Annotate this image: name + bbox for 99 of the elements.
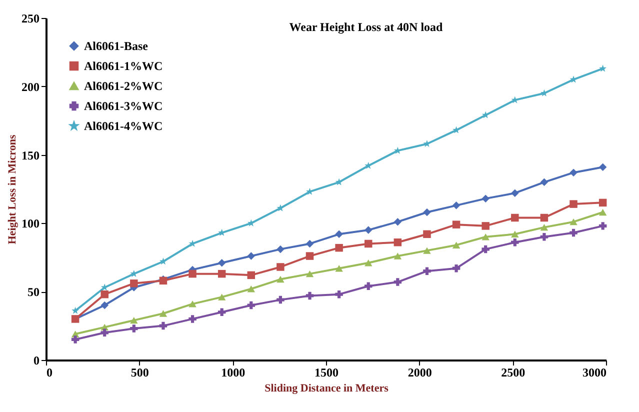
point: [247, 271, 256, 280]
legend-label: Al6061-2%WC: [84, 79, 163, 93]
point: [306, 292, 314, 300]
point: [423, 208, 431, 216]
point: [570, 200, 578, 208]
point: [276, 245, 284, 254]
y-tick-label: 250: [22, 12, 40, 26]
point: [100, 301, 108, 310]
point: [364, 226, 372, 234]
point: [540, 178, 548, 186]
point: [335, 264, 343, 272]
point: [540, 214, 548, 222]
point: [394, 252, 402, 260]
x-tick-label: 3000: [582, 366, 606, 380]
point: [218, 308, 226, 316]
chart-title: Wear Height Loss at 40N load: [289, 20, 444, 34]
point: [364, 240, 372, 248]
point: [100, 328, 108, 337]
point: [306, 240, 314, 248]
point: [452, 202, 460, 210]
x-tick-label: 0: [46, 366, 52, 380]
y-tick-label: 0: [34, 354, 40, 368]
point: [306, 270, 314, 278]
point: [598, 198, 607, 207]
point: [247, 252, 256, 260]
point: [540, 224, 548, 231]
point: [364, 162, 372, 169]
point: [100, 290, 108, 298]
x-tick-label: 2000: [408, 366, 432, 380]
x-tick-label: 1000: [221, 366, 246, 380]
point: [218, 294, 226, 300]
point: [598, 222, 607, 230]
point: [599, 64, 607, 72]
point: [335, 230, 343, 238]
point: [218, 259, 226, 267]
point: [598, 163, 607, 171]
point: [452, 220, 460, 228]
point: [276, 204, 284, 212]
point: [423, 247, 431, 254]
y-tick-label: 150: [22, 148, 40, 162]
point: [306, 252, 314, 260]
point: [482, 111, 490, 118]
point: [540, 233, 548, 241]
point: [130, 324, 138, 332]
point: [452, 264, 460, 272]
point: [276, 276, 284, 283]
x-tick-label: 500: [130, 366, 149, 380]
y-axis-title: Height Loss in Microns: [6, 134, 18, 244]
point: [482, 245, 490, 254]
legend-label: Al6061-3%WC: [84, 99, 163, 113]
point: [160, 258, 167, 265]
point: [247, 219, 255, 226]
point: [71, 336, 80, 344]
point: [364, 282, 372, 290]
point: [570, 218, 578, 226]
point: [482, 194, 490, 202]
x-tick-label: 2500: [501, 366, 526, 380]
point: [511, 189, 519, 197]
point: [335, 244, 343, 252]
point: [188, 270, 196, 278]
x-tick-label: 1500: [314, 366, 338, 380]
point: [394, 218, 402, 226]
point: [335, 290, 343, 298]
point: [423, 267, 431, 275]
y-tick-label: 200: [22, 80, 40, 94]
point: [276, 263, 284, 271]
point: [276, 296, 284, 304]
point: [100, 284, 108, 291]
point: [72, 306, 79, 314]
point: [511, 230, 519, 238]
legend-label: Al6061-1%WC: [84, 59, 163, 73]
point: [335, 178, 343, 186]
point: [394, 238, 402, 246]
point: [159, 310, 168, 317]
legend-label: Al6061-Base: [84, 39, 149, 53]
point: [570, 168, 578, 176]
point: [364, 260, 372, 266]
point: [598, 208, 607, 216]
point: [247, 301, 256, 310]
point: [482, 222, 490, 230]
point: [130, 280, 138, 288]
point: [247, 286, 256, 292]
y-tick-label: 100: [22, 216, 40, 231]
point: [511, 238, 519, 246]
point: [570, 228, 578, 237]
x-axis-title: Sliding Distance in Meters: [264, 382, 390, 394]
point: [482, 234, 490, 240]
point: [188, 300, 196, 308]
point: [218, 270, 226, 278]
y-tick-label: 50: [28, 285, 40, 300]
point: [394, 278, 402, 286]
point: [188, 315, 196, 323]
point: [130, 316, 138, 324]
point: [511, 214, 519, 222]
legend-label: Al6061-4%WC: [84, 119, 163, 133]
point: [159, 322, 168, 330]
point: [423, 230, 431, 238]
point: [452, 126, 460, 134]
point: [452, 242, 460, 248]
